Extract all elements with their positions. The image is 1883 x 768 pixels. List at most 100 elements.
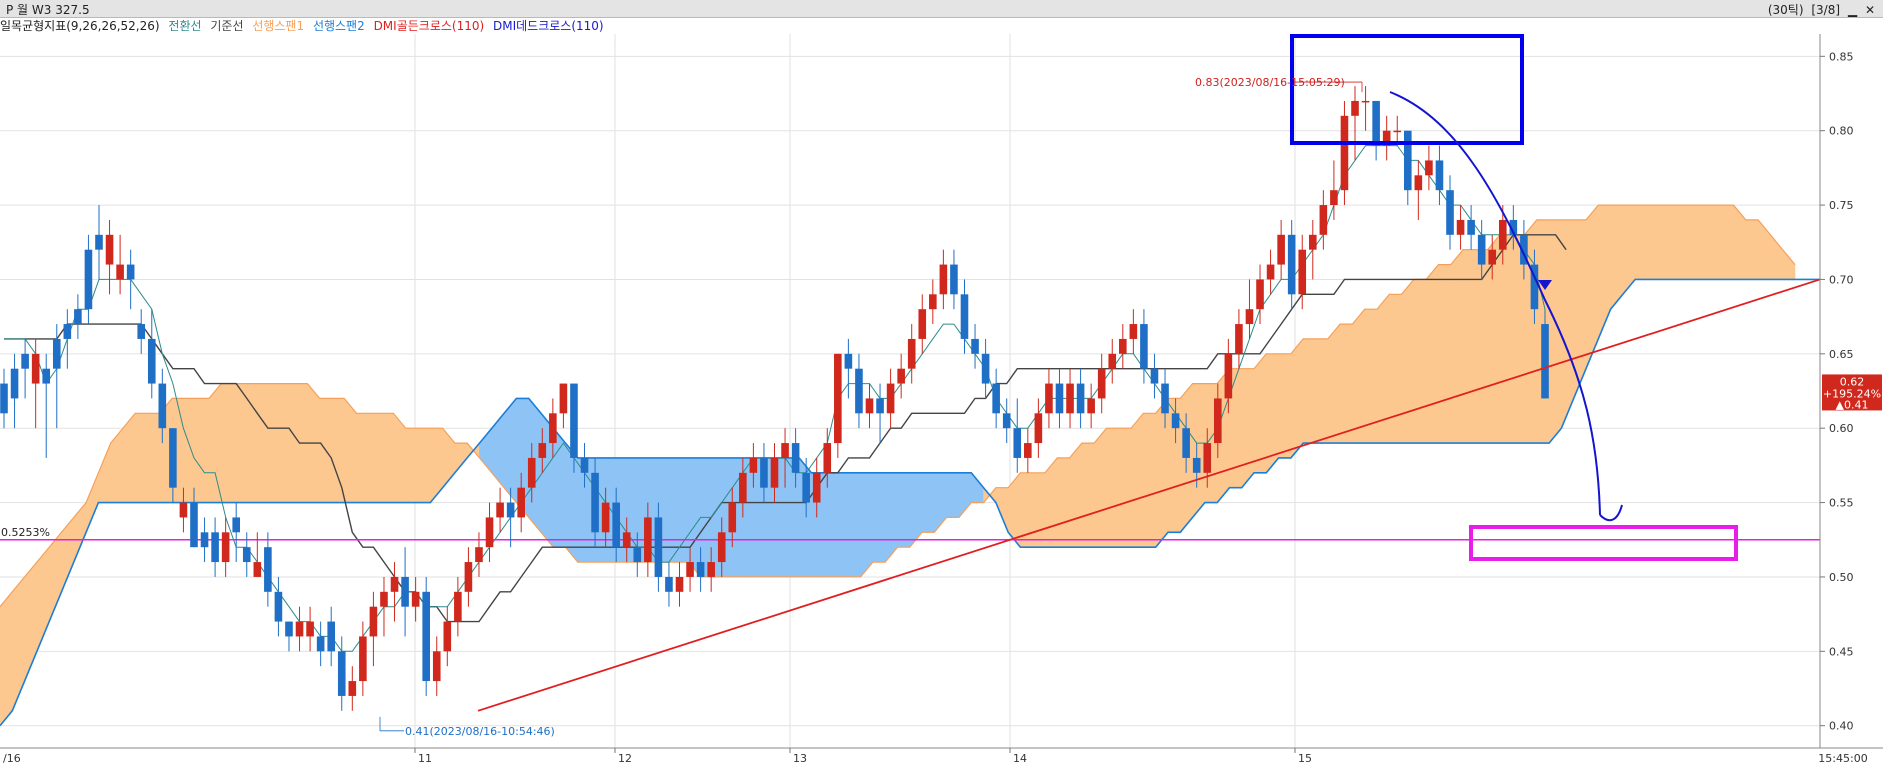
cloud-segment [1155, 397, 1169, 549]
cloud-segment [552, 427, 566, 548]
cloud-segment [134, 413, 148, 503]
close-icon[interactable]: ✕ [1864, 3, 1875, 17]
candle-body [1446, 190, 1454, 235]
candle-body [770, 457, 779, 488]
candle-body [527, 457, 536, 488]
cloud-segment [823, 472, 837, 578]
y-tick-label-2: 0.75 [1829, 199, 1854, 212]
candle-body [190, 502, 198, 548]
y-tick-label-8: 0.45 [1829, 645, 1854, 658]
candle-body [728, 502, 737, 533]
candle-body [1361, 100, 1370, 103]
cloud-segment [577, 457, 591, 563]
cloud-segment [1671, 204, 1685, 280]
trendline-support [477, 278, 1821, 712]
candle-body [1287, 234, 1296, 295]
period-label[interactable]: (30틱) [1767, 3, 1804, 17]
candle-body [137, 324, 146, 339]
ichimoku-cloud [0, 204, 1796, 727]
candle-body [306, 621, 314, 637]
candle-body [886, 383, 895, 414]
candle-body [739, 472, 747, 503]
candle-body [559, 383, 568, 414]
candle-body [717, 532, 726, 563]
cloud-segment [1450, 248, 1464, 444]
cloud-segment [270, 383, 284, 503]
y-tick-label-6: 0.55 [1829, 497, 1854, 510]
candle-body [95, 234, 103, 250]
y-tick-label-5: 0.60 [1829, 422, 1854, 435]
cloud-segment [343, 397, 357, 503]
cloud-segment [1696, 204, 1710, 280]
candle-body [316, 636, 325, 652]
candle-body [1530, 264, 1539, 310]
cloud-segment [1069, 442, 1083, 548]
candle-body [242, 547, 251, 563]
cloud-segment [1708, 204, 1722, 280]
cloud-segment [970, 471, 984, 503]
candle-body [74, 309, 82, 325]
candle-body [1171, 413, 1180, 429]
cloud-segment [1597, 204, 1611, 340]
cloud-segment [675, 457, 689, 563]
legend-tenkan: 전환선 [168, 19, 202, 33]
candle-body [1108, 353, 1117, 369]
current-change-text: ▲0.41 [1836, 398, 1869, 411]
candle-body [126, 264, 135, 280]
candle-body [1266, 264, 1275, 280]
x-tick-label-1: 11 [418, 752, 432, 765]
candle-body [179, 502, 188, 518]
candle-body [612, 502, 620, 548]
cloud-segment [1143, 413, 1156, 548]
y-tick-label-4: 0.65 [1829, 348, 1854, 361]
candle-body [116, 264, 124, 280]
cloud-segment [1352, 308, 1365, 444]
current-price-text: 0.62 [1840, 375, 1865, 388]
x-tick-label-5: 15 [1298, 752, 1312, 765]
candle-body [1129, 324, 1138, 339]
candle-body [1245, 309, 1254, 325]
candle-body [1425, 160, 1433, 176]
candle-body [1192, 457, 1201, 473]
cloud-segment [1118, 427, 1132, 548]
cloud-segment [1302, 338, 1316, 444]
cloud-segment [1684, 204, 1697, 280]
cloud-segment [1720, 204, 1734, 280]
candle-body [802, 472, 810, 503]
candle-body [1541, 324, 1549, 399]
cloud-segment [897, 472, 911, 548]
legend-dmi-dead: DMI데드크로스(110) [493, 19, 604, 33]
cloud-segment [73, 501, 87, 563]
cloud-segment [98, 442, 111, 503]
candle-body [31, 353, 40, 384]
indicator-legend: 일목균형지표(9,26,26,52,26) 전환선 기준선 선행스팬1 선행스팬… [0, 17, 609, 34]
down-arrow-marker [1538, 280, 1552, 290]
candle-body [232, 517, 241, 533]
span1-line [0, 204, 1796, 608]
cloud-segment [257, 383, 271, 503]
candle-body [855, 368, 863, 414]
candle-body [337, 651, 346, 696]
current-price-box [1822, 374, 1882, 411]
candle-body [707, 562, 715, 577]
candle-body [1382, 130, 1391, 146]
cloud-segment [1057, 457, 1070, 548]
minimize-icon[interactable]: ▁ [1847, 3, 1858, 17]
candle-body [496, 502, 504, 518]
candle-body [1161, 383, 1169, 414]
forecast-arrow-curve [1389, 91, 1623, 522]
x-tick-label-0: /16 [3, 752, 21, 765]
candle-body [147, 338, 156, 384]
candle-body [907, 338, 916, 369]
cloud-segment [430, 427, 443, 504]
page-indicator: [3/8] [1811, 3, 1841, 17]
indicator-name[interactable]: 일목균형지표(9,26,26,52,26) [0, 19, 160, 33]
candle-body [1319, 205, 1328, 235]
cloud-segment [356, 413, 370, 503]
candle-body [443, 621, 452, 652]
cloud-segment [1413, 279, 1427, 444]
candle-body [369, 606, 378, 637]
cloud-segment [1327, 323, 1341, 444]
cloud-segment [233, 383, 247, 503]
